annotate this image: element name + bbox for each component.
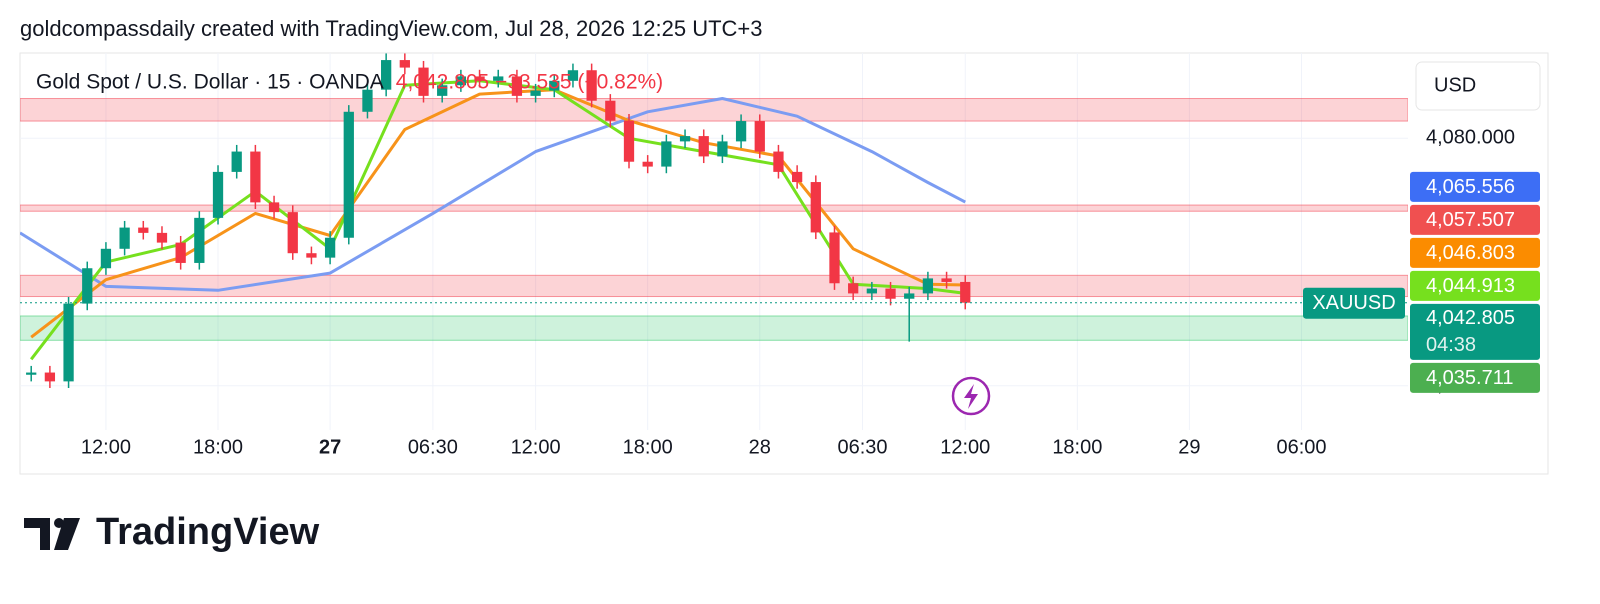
candle-body [362, 89, 373, 112]
candle-body [250, 151, 261, 203]
candle-body [773, 151, 784, 172]
candle-body [829, 232, 840, 284]
candle-body [717, 141, 728, 157]
candle-body [642, 161, 653, 167]
price-label: 4,044.913 [1426, 275, 1515, 297]
candle-body [231, 151, 242, 172]
symbol-tag [1303, 287, 1405, 319]
quote: 4,042.805 −33.535 (−0.82%) [396, 71, 663, 94]
alert-icon [951, 376, 991, 416]
x-tick-label: 12:00 [940, 436, 990, 458]
x-tick-label: 18:00 [623, 436, 673, 458]
candle-body [866, 288, 877, 294]
x-tick-label: 18:00 [193, 436, 243, 458]
candle-body [418, 67, 429, 96]
zone [20, 315, 1408, 341]
candle-body [119, 227, 130, 249]
zone [20, 274, 1408, 298]
x-tick-label: 29 [1178, 436, 1200, 458]
candle-body [381, 60, 392, 90]
price-label-bg [1410, 303, 1540, 360]
price-label-bg [1410, 270, 1540, 301]
x-tick-label: 06:30 [408, 436, 458, 458]
candle-body [848, 283, 859, 294]
currency[interactable]: USD [1434, 74, 1476, 96]
candle-body [922, 278, 934, 294]
candle-body [567, 70, 579, 81]
candle-body [754, 121, 765, 152]
currency-button[interactable] [1415, 61, 1541, 111]
zone [20, 204, 1408, 212]
y-tick-label: 4,080.000 [1426, 127, 1515, 149]
candle-body [212, 171, 224, 218]
candle-body [156, 232, 168, 243]
candle-body [44, 372, 56, 382]
x-tick-label: 27 [319, 436, 341, 458]
candle-body [549, 80, 560, 91]
candle-body [493, 76, 504, 81]
price-label: 4,042.805 [1426, 307, 1515, 329]
candle-body [287, 212, 298, 254]
candle-body [791, 171, 803, 183]
countdown: 04:38 [1426, 334, 1476, 356]
x-tick-label: 12:00 [81, 436, 131, 458]
candle-body [399, 60, 410, 68]
header: goldcompassdaily created with TradingVie… [20, 16, 763, 41]
price-label: 4,057.507 [1426, 209, 1515, 231]
price-label-bg [1410, 362, 1540, 393]
candle-body [268, 202, 280, 213]
candle-body [82, 268, 93, 304]
x-tick-label: 06:30 [837, 436, 887, 458]
price-label-bg [1410, 204, 1540, 235]
axes: 12:00 18:00 27 06:30 12:00 18:00 28 06:30 12:00 1… [81, 127, 1540, 458]
candle-body [26, 372, 37, 375]
candle-body [586, 70, 597, 101]
candle-body [810, 182, 821, 233]
legend: Gold Spot / U.S. Dollar · 15 · OANDA 4,0… [36, 71, 663, 94]
price-label: 4,046.803 [1426, 242, 1515, 264]
candle-body [324, 237, 336, 258]
chart-frame [19, 52, 1549, 475]
candle-body [623, 120, 635, 162]
candle-body [194, 217, 205, 263]
candle-body [661, 141, 672, 167]
candle-body [735, 121, 747, 142]
candle-body [343, 111, 354, 238]
candle-body [437, 85, 448, 96]
candle-body [679, 136, 691, 142]
symbol-title: Gold Spot / U.S. Dollar · 15 · OANDA [36, 71, 384, 94]
candle-body [530, 90, 541, 96]
candle-body [306, 253, 317, 258]
x-tick-label: 18:00 [1052, 436, 1102, 458]
brand-logo [24, 518, 80, 550]
x-tick-label: 06:00 [1276, 436, 1326, 458]
candle-body [698, 136, 709, 157]
plot-area [20, 53, 1408, 430]
candle-body [100, 248, 112, 269]
candle-body [885, 288, 896, 299]
price-label: 4,035.711 [1426, 367, 1514, 389]
moving-average [20, 97, 966, 292]
symbol-label: XAUUSD [1312, 292, 1395, 314]
candle-body [63, 303, 74, 382]
zone [20, 98, 1408, 122]
candle-body [511, 76, 523, 96]
x-tick-label: 28 [749, 436, 771, 458]
candle-body [904, 293, 915, 299]
price-label-bg [1410, 171, 1540, 202]
price-label: 4,065.556 [1426, 176, 1515, 198]
brand: TradingView [96, 511, 320, 553]
candle-body [138, 227, 149, 233]
candle-body [960, 281, 971, 303]
candle-body [455, 76, 467, 86]
x-tick-label: 12:00 [511, 436, 561, 458]
candle-body [175, 242, 186, 263]
candle-body [474, 76, 485, 81]
candle-body [941, 278, 952, 282]
candle-body [605, 100, 616, 121]
price-label-bg [1410, 237, 1540, 268]
